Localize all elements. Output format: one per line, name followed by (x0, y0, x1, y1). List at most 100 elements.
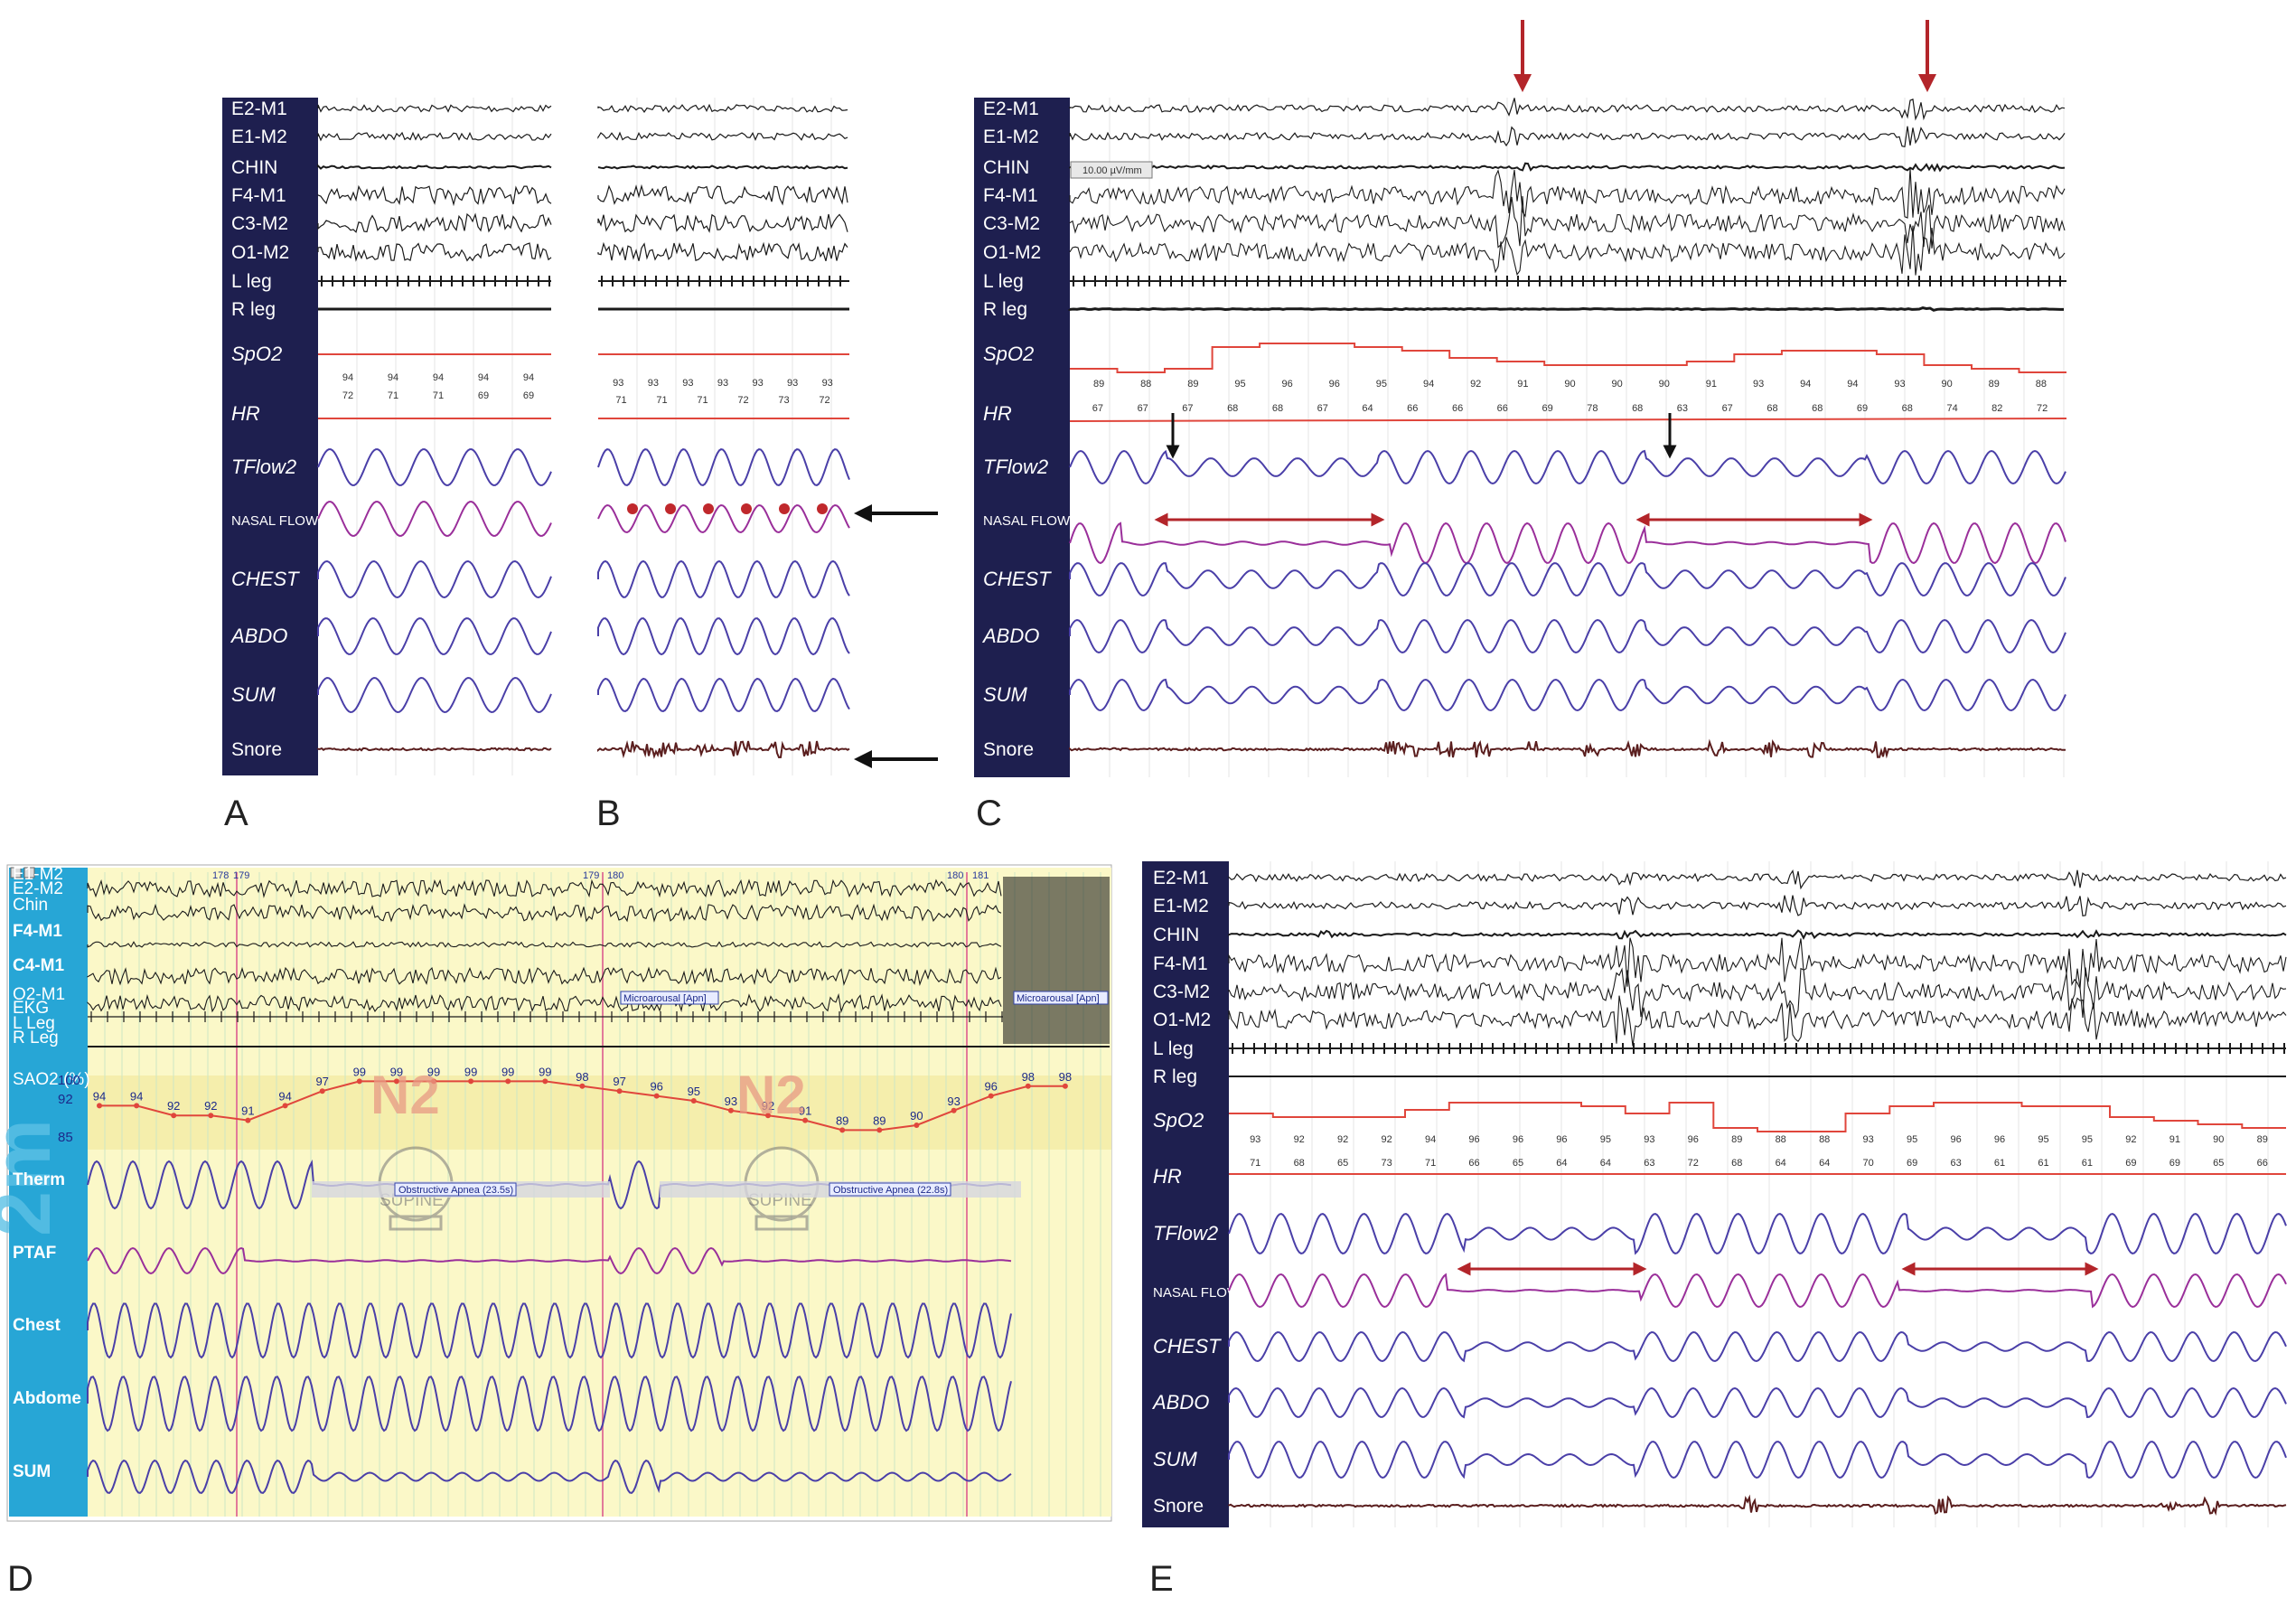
sao2-value-2: 92 (167, 1099, 180, 1113)
panel-c-hr-10: 69 (1542, 403, 1552, 414)
eeg-trace (1069, 225, 2066, 277)
collapse-button[interactable] (10, 867, 22, 878)
panel-b-spo2-6: 93 (822, 378, 833, 389)
panel-b-hr-4: 73 (778, 395, 789, 406)
eeg-trace (1228, 995, 2287, 1047)
sao2-value-14: 97 (613, 1075, 625, 1088)
chest-trace (1228, 1330, 2287, 1363)
panel-e-channel-label-1: E1-M2 (1153, 896, 1209, 916)
abdo-trace (317, 617, 552, 655)
eeg-trace (317, 104, 552, 113)
panel-a-channel-label-12: CHEST (231, 568, 300, 590)
r-leg-trace (1068, 306, 2064, 312)
abdo-trace (1069, 618, 2066, 654)
panel-c-hr-16: 68 (1812, 403, 1823, 414)
sao2-value-22: 90 (910, 1109, 923, 1123)
panel-e-spo2-19: 95 (2082, 1134, 2093, 1145)
panel-e-spo2-6: 96 (1513, 1134, 1523, 1145)
panel-c-hr-13: 63 (1677, 403, 1688, 414)
panel-e-spo2-17: 96 (1994, 1134, 2005, 1145)
panel-c-spo2-4: 96 (1281, 379, 1292, 390)
panel-e-channel-label-0: E2-M1 (1153, 868, 1209, 888)
sao2-value-21: 89 (873, 1113, 886, 1127)
abdo-trace (1228, 1386, 2287, 1419)
sao2-value-9: 99 (427, 1065, 440, 1078)
l-leg-trace (1070, 276, 2066, 287)
eeg-trace (597, 241, 848, 262)
panel-e-hr-16: 63 (1950, 1158, 1961, 1169)
panel-e-hr-4: 71 (1425, 1158, 1436, 1169)
panel-e-spo2-9: 93 (1644, 1134, 1654, 1145)
panel-c-hr-11: 78 (1587, 403, 1598, 414)
panel-c-hr-19: 74 (1946, 403, 1957, 414)
eeg-trace (597, 131, 848, 142)
panel-d-label-14: SUM (13, 1462, 51, 1481)
tflow-trace (597, 448, 850, 486)
ptaf-trace (87, 1246, 1012, 1275)
panel-b-label: B (596, 794, 621, 833)
eeg-trace (1228, 869, 2287, 890)
panel-c-hr-1: 67 (1138, 403, 1148, 414)
panel-a-hr-4: 69 (523, 390, 534, 401)
panel-a-channel-label-2: CHIN (231, 157, 277, 178)
chest-trace (317, 559, 552, 599)
panel-a-channel-label-7: R leg (231, 299, 276, 320)
panel-c-hr-8: 66 (1452, 403, 1463, 414)
panel-e-spo2-20: 92 (2125, 1134, 2136, 1145)
panel-d-label-5: O2-M1 (13, 985, 65, 1004)
sao2-value-15: 96 (650, 1080, 662, 1094)
panel-c-spo2-3: 95 (1234, 379, 1245, 390)
eeg-trace (1069, 168, 2066, 219)
panel-e-hr-7: 64 (1556, 1158, 1567, 1169)
panel-c-hr-7: 66 (1407, 403, 1418, 414)
sao2-value-6: 97 (315, 1075, 328, 1088)
panel-c-spo2-15: 94 (1800, 379, 1811, 390)
panel-e-spo2-14: 93 (1862, 1134, 1873, 1145)
snore-trace (597, 740, 850, 759)
panel-a-channel-label-5: O1-M2 (231, 242, 289, 263)
sao2-value-23: 93 (947, 1094, 960, 1108)
flattening-dot (703, 503, 714, 514)
sao2-value-5: 94 (278, 1089, 291, 1103)
panel-c-hr-0: 67 (1092, 403, 1103, 414)
panel-d-label-3: F4-M1 (13, 922, 62, 941)
eeg-trace (317, 242, 552, 262)
panel-d-label-0: E1-M2 (13, 865, 63, 884)
panel-c-spo2-2: 89 (1187, 379, 1198, 390)
panel-e-spo2-2: 92 (1337, 1134, 1348, 1145)
panel-c-spo2-13: 91 (1706, 379, 1717, 390)
hr-trace (1069, 418, 2067, 422)
panel-c-hr-20: 82 (1991, 403, 2002, 414)
panel-e-channel-label-2: CHIN (1153, 925, 1199, 945)
eeg-trace (1228, 937, 2287, 991)
panel-e-hr-8: 64 (1600, 1158, 1611, 1169)
eeg-trace (1069, 195, 2066, 249)
panel-e-hr-18: 61 (2038, 1158, 2048, 1169)
panel-c-channel-label-8: SpO2 (983, 343, 1034, 365)
panel-c-spo2-10: 90 (1564, 379, 1575, 390)
eeg-trace (87, 966, 1002, 987)
eeg-trace (87, 903, 1002, 923)
tflow-trace (1228, 1213, 2287, 1255)
ekg-trace (88, 1011, 1003, 1022)
panel-c-hr-17: 69 (1857, 403, 1868, 414)
panel-e-spo2-23: 89 (2257, 1134, 2268, 1145)
sao2-value-12: 99 (539, 1065, 551, 1078)
panel-c-channel-label-13: ABDO (981, 625, 1039, 647)
flattening-dot (779, 503, 790, 514)
panel-a-channel-label-8: SpO2 (231, 343, 282, 365)
panel-e-hr-23: 66 (2257, 1158, 2268, 1169)
chin-trace (1228, 929, 2287, 941)
side-watermark: 2m (0, 1119, 68, 1236)
panel-b-hr-3: 72 (737, 395, 748, 406)
expand-button[interactable] (23, 867, 35, 878)
panel-d-label-4: C4-M1 (13, 956, 64, 975)
panel-a-spo2-3: 94 (478, 372, 489, 383)
panel-b-spo2-4: 93 (752, 378, 763, 389)
panel-e-sidebar (1142, 861, 1229, 1527)
panel-c-spo2-1: 88 (1140, 379, 1151, 390)
panel-c-spo2-7: 94 (1423, 379, 1434, 390)
apnea-text-2: Obstructive Apnea (22.8s) (833, 1185, 948, 1196)
sao2-value-19: 91 (799, 1104, 811, 1118)
